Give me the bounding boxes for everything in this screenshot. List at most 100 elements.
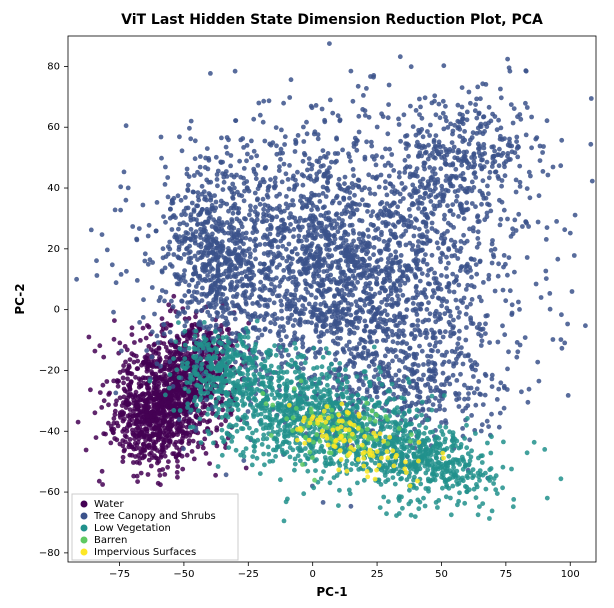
data-point [166,195,171,200]
data-point [149,450,154,455]
data-point [349,504,354,509]
data-point [138,398,143,403]
data-point [150,355,155,360]
data-point [356,178,361,183]
data-point [317,258,322,263]
data-point [536,220,541,225]
data-point [558,163,563,168]
data-point [415,174,420,179]
data-point [454,378,459,383]
data-point [495,152,500,157]
data-point [525,255,530,260]
data-point [391,339,396,344]
data-point [224,145,229,150]
data-point [137,411,142,416]
data-point [357,237,362,242]
data-point [222,180,227,185]
data-point [256,336,261,341]
data-point [486,191,491,196]
data-point [106,402,111,407]
data-point [214,200,219,205]
data-point [369,213,374,218]
data-point [390,304,395,309]
data-point [352,144,357,149]
data-point [246,259,251,264]
data-point [262,327,267,332]
data-point [568,231,573,236]
data-point [106,421,111,426]
data-point [143,360,148,365]
data-point [166,459,171,464]
data-point [320,107,325,112]
data-point [301,366,306,371]
data-point [472,185,477,190]
data-point [235,292,240,297]
data-point [398,54,403,59]
data-point [176,256,181,261]
data-point [324,289,329,294]
data-point [327,278,332,283]
data-point [205,146,210,151]
data-point [170,264,175,269]
data-point [331,385,336,390]
data-point [133,454,138,459]
data-point [179,198,184,203]
data-point [471,130,476,135]
data-point [276,333,281,338]
data-point [291,174,296,179]
data-point [458,372,463,377]
data-point [298,198,303,203]
data-point [529,115,534,120]
data-point [140,392,145,397]
data-point [398,192,403,197]
data-point [334,281,339,286]
data-point [170,227,175,232]
data-point [383,297,388,302]
data-point [231,192,236,197]
chart-svg: ViT Last Hidden State Dimension Reductio… [0,0,614,608]
data-point [377,237,382,242]
data-point [309,201,314,206]
data-point [337,216,342,221]
data-point [419,290,424,295]
data-point [291,275,296,280]
data-point [463,338,468,343]
data-point [307,302,312,307]
data-point [342,292,347,297]
data-point [261,120,266,125]
data-point [141,431,146,436]
data-point [388,318,393,323]
data-point [309,244,314,249]
data-point [427,342,432,347]
data-point [365,209,370,214]
data-point [366,203,371,208]
data-point [401,379,406,384]
data-point [353,276,358,281]
data-point [496,274,501,279]
data-point [233,241,238,246]
data-point [250,313,255,318]
data-point [450,132,455,137]
data-point [321,163,326,168]
data-point [490,164,495,169]
data-point [146,443,151,448]
data-point [161,440,166,445]
data-point [241,241,246,246]
data-point [139,422,144,427]
data-point [406,225,411,230]
data-point [379,310,384,315]
data-point [480,191,485,196]
data-point [372,245,377,250]
data-point [313,355,318,360]
data-point [286,267,291,272]
data-point [218,160,223,165]
data-point [273,176,278,181]
data-point [350,200,355,205]
data-point [479,202,484,207]
data-point [465,305,470,310]
data-point [329,221,334,226]
data-point [146,422,151,427]
data-point [284,171,289,176]
data-point [236,259,241,264]
data-point [76,420,81,425]
